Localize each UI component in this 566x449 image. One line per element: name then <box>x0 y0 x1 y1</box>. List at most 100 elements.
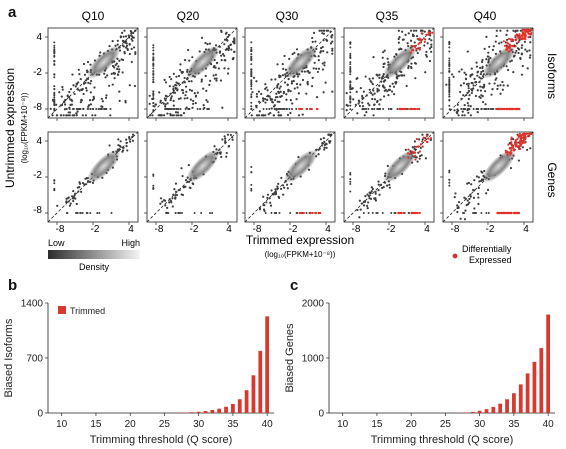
strip-point <box>448 93 451 96</box>
strip-point <box>349 63 352 66</box>
scatter-point <box>462 94 465 97</box>
scatter-point <box>78 73 81 76</box>
bottom-strip-point <box>167 212 170 214</box>
scatter-point <box>89 91 92 94</box>
bottom-strip-point <box>472 212 475 214</box>
scatter-point <box>130 30 133 33</box>
strip-point <box>53 107 56 110</box>
scatter-point <box>385 184 389 187</box>
bar-q35 <box>231 403 235 413</box>
scatter-point <box>108 144 111 147</box>
bottom-strip-point <box>305 212 308 214</box>
scatter-point <box>171 114 174 117</box>
diff-point-upper <box>525 132 528 135</box>
scatter-point <box>371 83 374 86</box>
scatter-point <box>223 59 226 62</box>
scatter-point <box>83 183 86 186</box>
scatter-point <box>163 105 167 108</box>
scatter-point <box>414 77 417 80</box>
left-strip <box>448 169 451 187</box>
diff-point-upper <box>517 34 520 37</box>
scatter-point <box>72 199 75 203</box>
scatter-point <box>378 76 381 79</box>
bottom-strip-point <box>91 108 94 110</box>
scatter-point <box>388 186 391 189</box>
scatter-point <box>73 194 76 197</box>
strip-point <box>250 56 253 59</box>
scatter-point <box>85 86 88 90</box>
panel-a-ylabel: Untrimmed expression <box>3 68 17 188</box>
scatter-point <box>506 68 510 72</box>
scatter-point <box>220 54 223 57</box>
scatter-point <box>312 31 316 34</box>
x-tick-c4-4: 4 <box>424 224 430 235</box>
bottom-strip-point <box>489 108 492 110</box>
bottom-strip-point <box>110 212 113 214</box>
y-tick-top-m8: -8 <box>33 102 42 113</box>
bottom-strip-point <box>177 108 180 110</box>
bottom-strip <box>65 212 113 214</box>
bottom-strip-point <box>377 108 380 110</box>
scatter-point <box>225 151 228 155</box>
scatter-point <box>183 59 187 62</box>
scatter-point <box>283 81 287 84</box>
strip-point <box>53 87 56 90</box>
scatter-point <box>202 87 205 90</box>
diff-point-bottom <box>318 211 321 215</box>
scatter-point <box>169 92 172 95</box>
bar-q34 <box>505 399 509 413</box>
scatter-point <box>265 201 268 204</box>
strip-point <box>250 105 253 108</box>
density-cloud <box>186 149 220 183</box>
scatter-point <box>358 216 361 219</box>
strip-point <box>152 174 155 177</box>
scatter-point <box>410 66 413 70</box>
scatter-point <box>89 79 93 83</box>
diff-point-bottom <box>298 211 301 215</box>
scatter-point <box>116 39 119 42</box>
scatter-point <box>131 36 134 39</box>
scatter-point <box>205 89 208 92</box>
scatter-point <box>229 43 232 47</box>
bottom-strip-point <box>165 212 168 214</box>
scatter-point <box>226 39 229 42</box>
diff-point-upper <box>421 145 424 148</box>
scatter-point <box>68 90 71 94</box>
diagonal-line <box>146 27 238 119</box>
diagonal-line <box>244 27 336 119</box>
scatter-point <box>526 67 529 70</box>
scatter-point <box>101 100 104 103</box>
scatter-point <box>296 86 299 89</box>
strip-point <box>448 61 451 64</box>
scatter-point <box>293 87 296 90</box>
x-tick-label: 10 <box>56 419 68 430</box>
scatter-point <box>295 82 299 86</box>
scatter-point <box>475 61 478 64</box>
left-strip <box>152 173 155 190</box>
strip-point <box>152 70 155 73</box>
bottom-strip-point <box>362 108 365 110</box>
scatter-point <box>255 106 258 109</box>
scatter-point <box>70 195 74 198</box>
diff-point-bottom <box>504 211 508 215</box>
diff-point-bottom <box>514 107 518 111</box>
diff-point-upper <box>508 46 512 49</box>
scatter-point <box>471 89 474 92</box>
scatter-point <box>329 140 332 143</box>
scatter-point <box>371 187 374 191</box>
diff-point-upper <box>431 31 434 34</box>
scatter-point <box>168 198 171 201</box>
diff-point-upper <box>506 150 509 153</box>
scatter-point <box>130 37 133 41</box>
diff-expressed-points <box>496 132 533 215</box>
scatter-point <box>106 74 109 77</box>
scatter-point <box>329 42 333 45</box>
scatter-point <box>315 96 319 99</box>
scatter-point <box>386 57 389 60</box>
scatter-point <box>310 85 314 88</box>
scatter-point <box>68 111 72 114</box>
scatter-point <box>175 81 178 84</box>
scatter-point <box>460 68 463 71</box>
panel-letter-b: b <box>8 277 17 294</box>
scatter-point <box>481 65 484 68</box>
